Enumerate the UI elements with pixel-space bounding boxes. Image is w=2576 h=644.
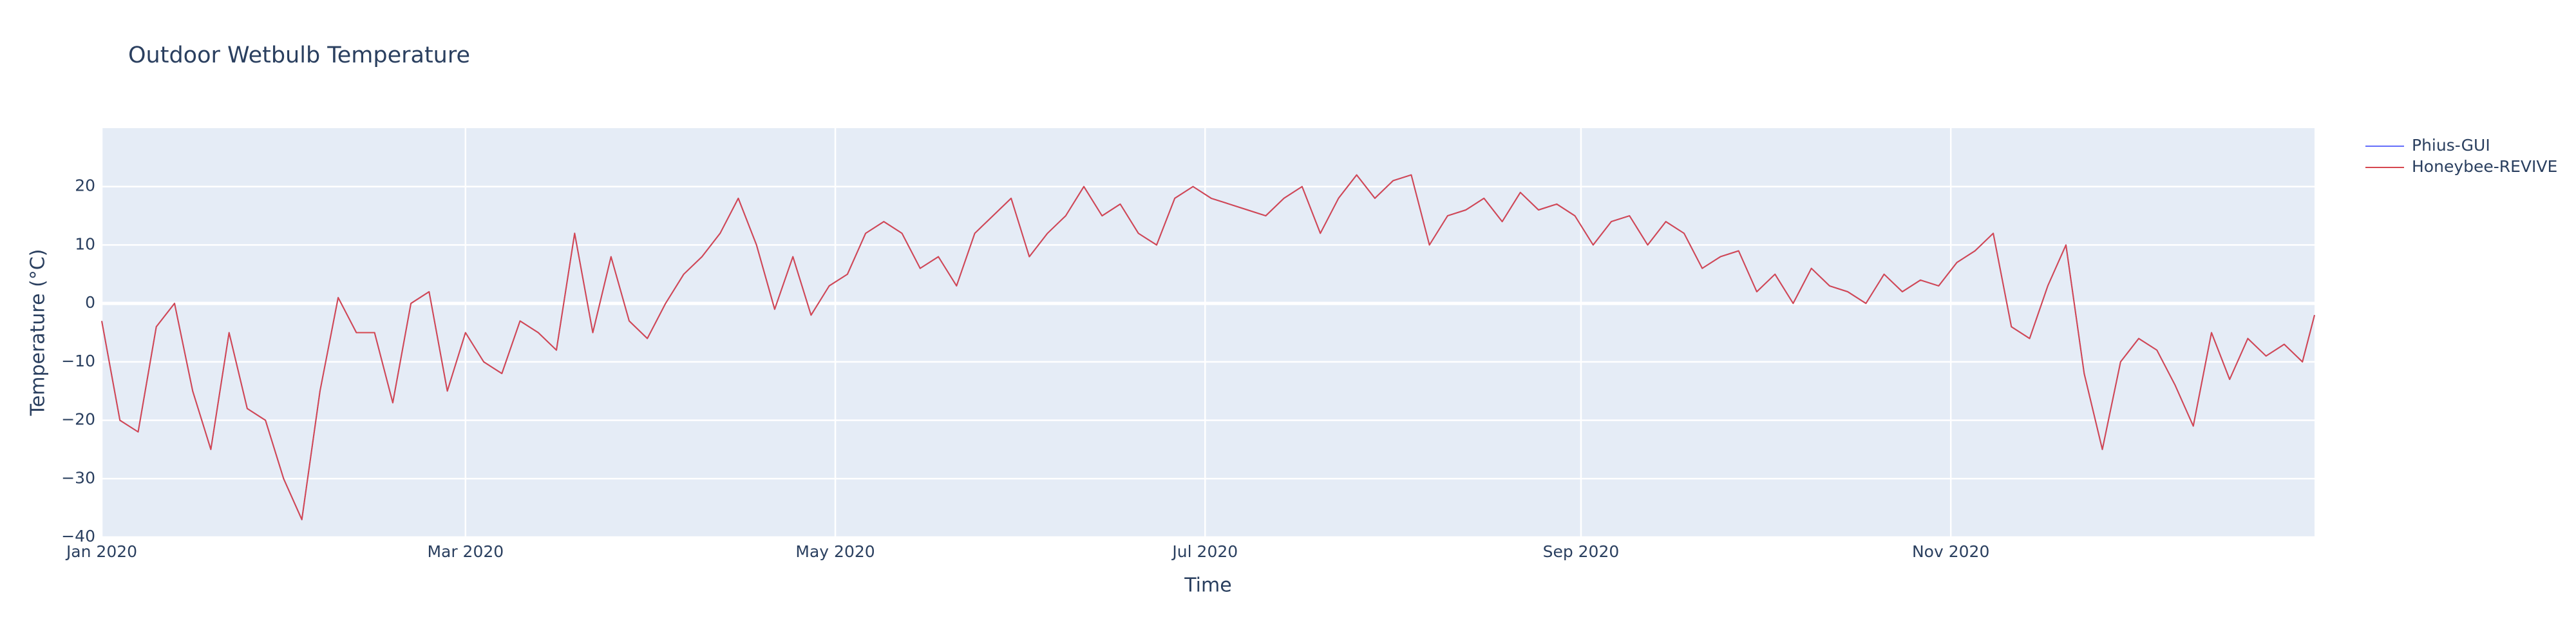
y-tick-label: −30 (61, 468, 95, 487)
y-tick-label: 10 (75, 234, 95, 253)
y-axis-title: Temperature (°C) (27, 249, 50, 417)
y-tick-label: −10 (61, 352, 95, 370)
x-tick-label: Nov 2020 (1912, 542, 1989, 561)
plot-area (102, 128, 2315, 537)
legend-label: Honeybee-REVIVE (2412, 157, 2557, 176)
x-tick-label: Mar 2020 (427, 542, 504, 561)
legend-label: Phius-GUI (2412, 136, 2490, 155)
y-tick-label: −20 (61, 410, 95, 429)
y-tick-label: −40 (61, 527, 95, 545)
x-tick-label: Jan 2020 (65, 542, 137, 561)
x-tick-label: May 2020 (795, 542, 875, 561)
series-line (101, 174, 2315, 520)
chart-title: Outdoor Wetbulb Temperature (128, 43, 470, 68)
x-axis-title: Time (1184, 574, 1231, 597)
y-tick-label: 20 (75, 176, 95, 195)
x-tick-label: Sep 2020 (1543, 542, 1620, 561)
x-tick-label: Jul 2020 (1171, 542, 1238, 561)
y-tick-label: 0 (85, 293, 95, 312)
